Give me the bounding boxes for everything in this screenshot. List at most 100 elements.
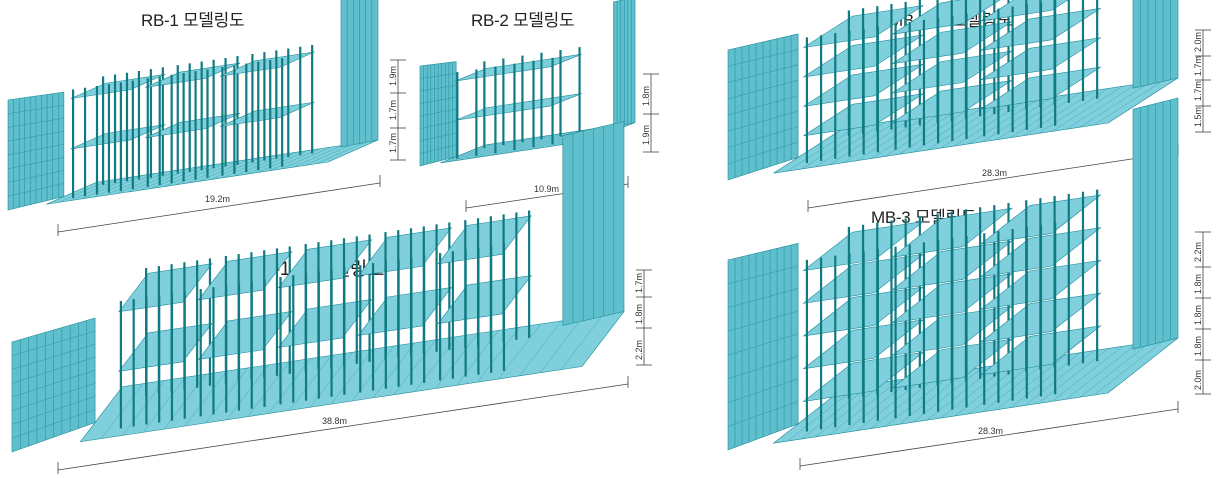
mb24-model-drawing: 28.3m 2.0m 1.7m 1.7m 1.5m <box>727 0 1211 212</box>
wall-grid-line <box>727 288 799 308</box>
mb3-structure <box>727 97 1180 451</box>
slab-grid-line <box>787 125 858 172</box>
rb1-height-label-2: 1.7m <box>388 100 398 120</box>
slab-grid-line <box>1080 342 1151 398</box>
wall-grid-line <box>727 64 799 83</box>
wall-grid-line <box>419 132 457 142</box>
mb24-height-label-4: 1.5m <box>1193 107 1203 127</box>
slab-grid-line <box>184 370 228 427</box>
slab-grid-line <box>268 358 311 414</box>
slab-grid-line <box>269 148 320 171</box>
wall-grid-line <box>11 343 96 370</box>
mb15-height-label-1: 1.7m <box>634 273 644 293</box>
slab-grid-line <box>289 355 332 411</box>
mb24-structure <box>727 0 1179 181</box>
floor-slab <box>197 310 293 360</box>
floor-slab <box>145 62 241 88</box>
wall-grid-line <box>419 97 457 104</box>
slab-grid-line <box>226 364 269 420</box>
wall-grid-line <box>727 401 799 427</box>
slab-grid-line <box>459 141 505 161</box>
rb1-title: RB-1 모델링도 <box>141 11 245 30</box>
wall-grid-line <box>419 73 457 79</box>
slab-grid-line <box>498 323 541 380</box>
slab-grid-line <box>281 146 332 170</box>
slab-grid-line <box>1080 82 1151 128</box>
floor-slab <box>357 227 453 277</box>
wall-grid-line <box>7 144 64 156</box>
rb2-length-label: 10.9m <box>534 184 559 194</box>
mb15-length-dimension: 38.8m <box>57 376 629 474</box>
slab-grid-line <box>327 139 379 163</box>
mb3-height-label-3: 1.8m <box>1193 305 1203 325</box>
wall-grid-line <box>727 265 799 284</box>
mb24-height-label-1: 2.0m <box>1193 32 1203 52</box>
slab-grid-line <box>508 134 555 153</box>
slab-grid-line <box>1066 344 1137 400</box>
mb3-height-label-1: 2.2m <box>1193 242 1203 262</box>
rb1-model-panel: 19.2m 1.9m 1.7m 1.7m <box>0 0 420 240</box>
slab-grid-line <box>1107 337 1179 394</box>
mb3-height-label-5: 2.0m <box>1193 370 1203 390</box>
slab-grid-line <box>857 115 928 161</box>
slab-grid-line <box>581 311 625 367</box>
slab-grid-line <box>292 145 343 168</box>
rb1-height-label-3: 1.7m <box>388 133 398 153</box>
slab-grid-line <box>1052 86 1123 132</box>
wall-grid-line <box>727 141 799 164</box>
wall-grid-line <box>419 144 457 154</box>
slab-grid-line <box>142 377 186 433</box>
rb1-height-dimensions: 1.9m 1.7m 1.7m <box>388 59 406 161</box>
wall-grid-line <box>727 333 799 356</box>
wall-grid-line <box>11 383 96 411</box>
floor-slab <box>277 239 373 289</box>
wall-grid-line <box>419 85 457 92</box>
wall-grid-line <box>727 80 799 99</box>
wall-grid-line <box>419 120 457 129</box>
floor-slab <box>891 0 1001 35</box>
mb3-length-label: 28.3m <box>978 426 1003 436</box>
rb2-height-label-1: 1.8m <box>641 86 651 106</box>
rb1-height-label-1: 1.9m <box>388 66 398 86</box>
slab-grid-line <box>1107 77 1179 124</box>
floor-slab <box>70 73 166 99</box>
mb3-height-label-4: 1.8m <box>1193 336 1203 356</box>
slab-grid-line <box>477 327 520 383</box>
slab-grid-line <box>440 144 486 164</box>
slab-grid-line <box>93 175 144 198</box>
slab-grid-line <box>372 342 416 398</box>
wall-grid-line <box>419 108 457 117</box>
mb15-height-label-2: 1.8m <box>634 304 644 324</box>
slab-grid-line <box>773 128 844 174</box>
mb3-length-dimension: 28.3m <box>799 401 1179 470</box>
wall-grid-line <box>7 131 64 142</box>
slab-grid-line <box>521 132 567 151</box>
floor-slab <box>118 263 213 313</box>
slab-grid-line <box>801 123 872 170</box>
slab-grid-line <box>1093 79 1165 126</box>
slab-grid-line <box>116 171 167 194</box>
slab-grid-line <box>81 176 132 200</box>
mb24-height-label-3: 1.7m <box>1193 81 1203 101</box>
slab-grid-line <box>1052 346 1123 402</box>
floor-slab <box>219 101 315 127</box>
rb1-length-label: 19.2m <box>205 194 230 204</box>
floor-slab <box>437 275 532 324</box>
floor-slab <box>145 113 241 138</box>
slab-grid-line <box>316 141 367 164</box>
slab-grid-line <box>435 333 478 389</box>
wall-grid-line <box>7 117 64 128</box>
floor-slab <box>277 299 373 348</box>
slab-grid-line <box>519 320 562 376</box>
rb2-title: RB-2 모델링도 <box>471 11 575 30</box>
wall-grid-line <box>7 170 64 183</box>
slab-grid-line <box>1066 84 1137 130</box>
slab-grid-line <box>540 317 583 373</box>
slab-grid-line <box>393 339 437 395</box>
slab-grid-line <box>331 349 374 405</box>
mb3-height-label-2: 1.8m <box>1193 274 1203 294</box>
slab-grid-line <box>871 113 942 159</box>
floor-slab <box>197 251 293 301</box>
wall-grid-line <box>7 157 64 169</box>
